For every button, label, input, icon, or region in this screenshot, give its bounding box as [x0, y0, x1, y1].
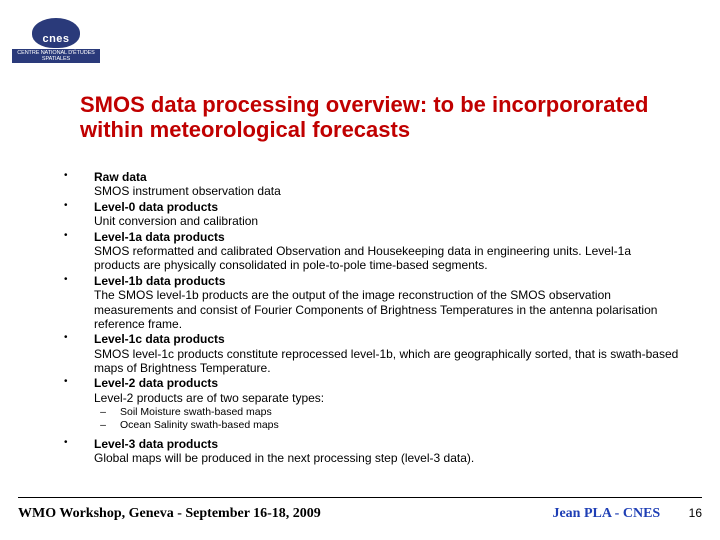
bullet-heading: Level-1b data products	[94, 274, 680, 288]
bullet-desc: Level-2 products are of two separate typ…	[94, 391, 680, 405]
bullet-desc: The SMOS level-1b products are the outpu…	[94, 288, 680, 331]
list-item: • Level-1b data products The SMOS level-…	[60, 274, 680, 332]
bullet-heading: Level-2 data products	[94, 376, 680, 390]
bullet-heading: Level-3 data products	[94, 437, 680, 451]
bullet-desc: Unit conversion and calibration	[94, 214, 680, 228]
list-item: • Level-2 data products Level-2 products…	[60, 376, 680, 405]
bullet-marker: •	[60, 200, 94, 229]
bullet-heading: Raw data	[94, 170, 680, 184]
bullet-desc: SMOS level-1c products constitute reproc…	[94, 347, 680, 376]
list-item: • Level-3 data products Global maps will…	[60, 437, 680, 466]
bullet-marker: •	[60, 274, 94, 332]
list-item: • Level-1a data products SMOS reformatte…	[60, 230, 680, 273]
sub-bullet-text: Ocean Salinity swath-based maps	[120, 419, 279, 432]
cnes-logo-mark	[32, 18, 80, 48]
bullet-heading: Level-0 data products	[94, 200, 680, 214]
bullet-desc: Global maps will be produced in the next…	[94, 451, 680, 465]
bullet-marker: •	[60, 170, 94, 199]
bullet-marker: •	[60, 230, 94, 273]
sub-list-item: – Soil Moisture swath-based maps	[60, 406, 680, 419]
cnes-logo-tagline: CENTRE NATIONAL D'ÉTUDES SPATIALES	[12, 49, 100, 63]
list-item: • Raw data SMOS instrument observation d…	[60, 170, 680, 199]
footer-left-text: WMO Workshop, Geneva - September 16-18, …	[18, 506, 321, 522]
sub-list-item: – Ocean Salinity swath-based maps	[60, 419, 680, 432]
sub-bullet-text: Soil Moisture swath-based maps	[120, 406, 272, 419]
page-number: 16	[689, 506, 702, 520]
footer-right-text: Jean PLA - CNES	[552, 506, 660, 521]
bullet-marker: •	[60, 376, 94, 405]
bullet-heading: Level-1a data products	[94, 230, 680, 244]
bullet-desc: SMOS instrument observation data	[94, 184, 680, 198]
bullet-desc: SMOS reformatted and calibrated Observat…	[94, 244, 680, 273]
sub-bullet-marker: –	[60, 406, 120, 419]
list-item: • Level-1c data products SMOS level-1c p…	[60, 332, 680, 375]
bullet-marker: •	[60, 332, 94, 375]
cnes-logo: CENTRE NATIONAL D'ÉTUDES SPATIALES	[12, 18, 100, 68]
bullet-heading: Level-1c data products	[94, 332, 680, 346]
slide-title: SMOS data processing overview: to be inc…	[80, 92, 660, 143]
slide-content: • Raw data SMOS instrument observation d…	[60, 170, 680, 466]
footer: WMO Workshop, Geneva - September 16-18, …	[18, 504, 702, 522]
list-item: • Level-0 data products Unit conversion …	[60, 200, 680, 229]
sub-bullet-marker: –	[60, 419, 120, 432]
footer-divider	[18, 497, 702, 498]
bullet-marker: •	[60, 437, 94, 466]
